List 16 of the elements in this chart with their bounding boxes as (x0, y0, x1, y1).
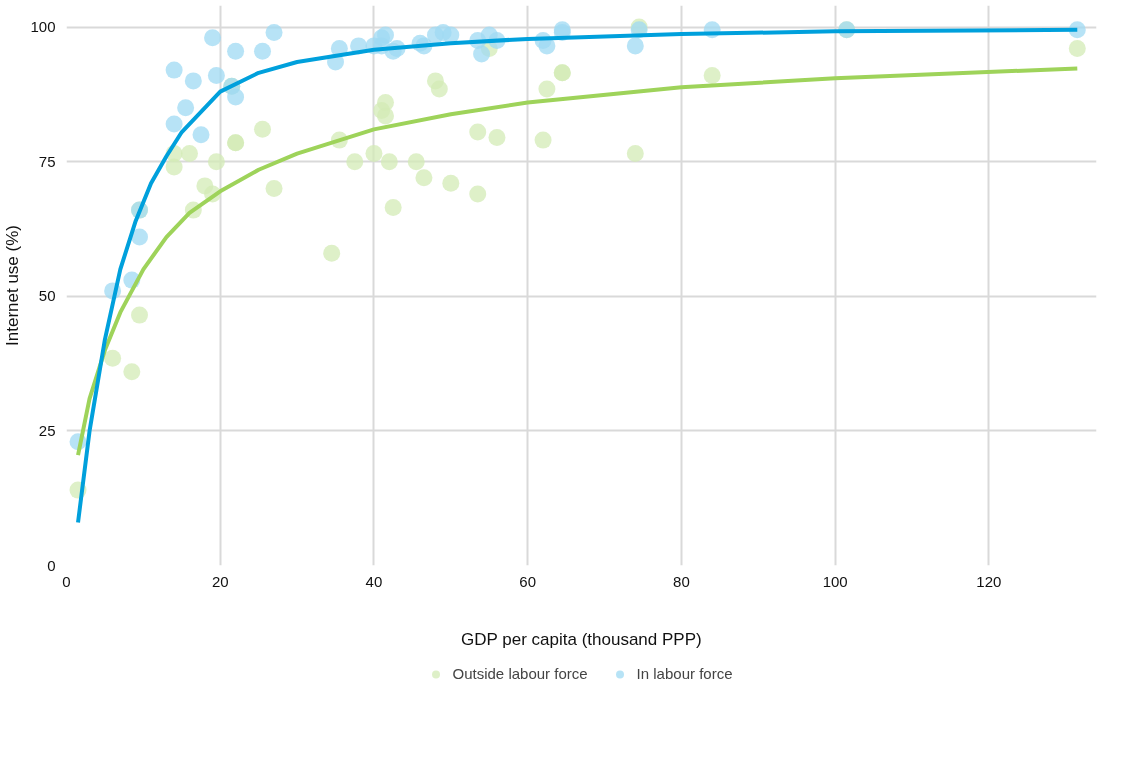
y-tick-label: 75 (38, 152, 56, 170)
x-tick-label: 20 (211, 572, 229, 590)
legend-label: Outside labour force (452, 665, 588, 682)
x-tick-label: 80 (673, 572, 690, 590)
legend-label: In labour force (636, 665, 733, 682)
y-tick-label: 0 (47, 556, 56, 574)
x-axis-title: GDP per capita (thousand PPP) (461, 629, 702, 649)
x-tick-label: 100 (822, 572, 848, 590)
y-axis-title: Internet use (%) (3, 225, 23, 346)
x-tick-label: 40 (365, 572, 383, 590)
x-tick-label: 60 (519, 572, 537, 590)
y-tick-label: 100 (30, 18, 56, 36)
x-tick-label: 0 (62, 572, 71, 590)
y-tick-label: 25 (38, 421, 56, 439)
y-tick-label: 50 (38, 287, 56, 305)
x-tick-label: 120 (976, 572, 1002, 590)
